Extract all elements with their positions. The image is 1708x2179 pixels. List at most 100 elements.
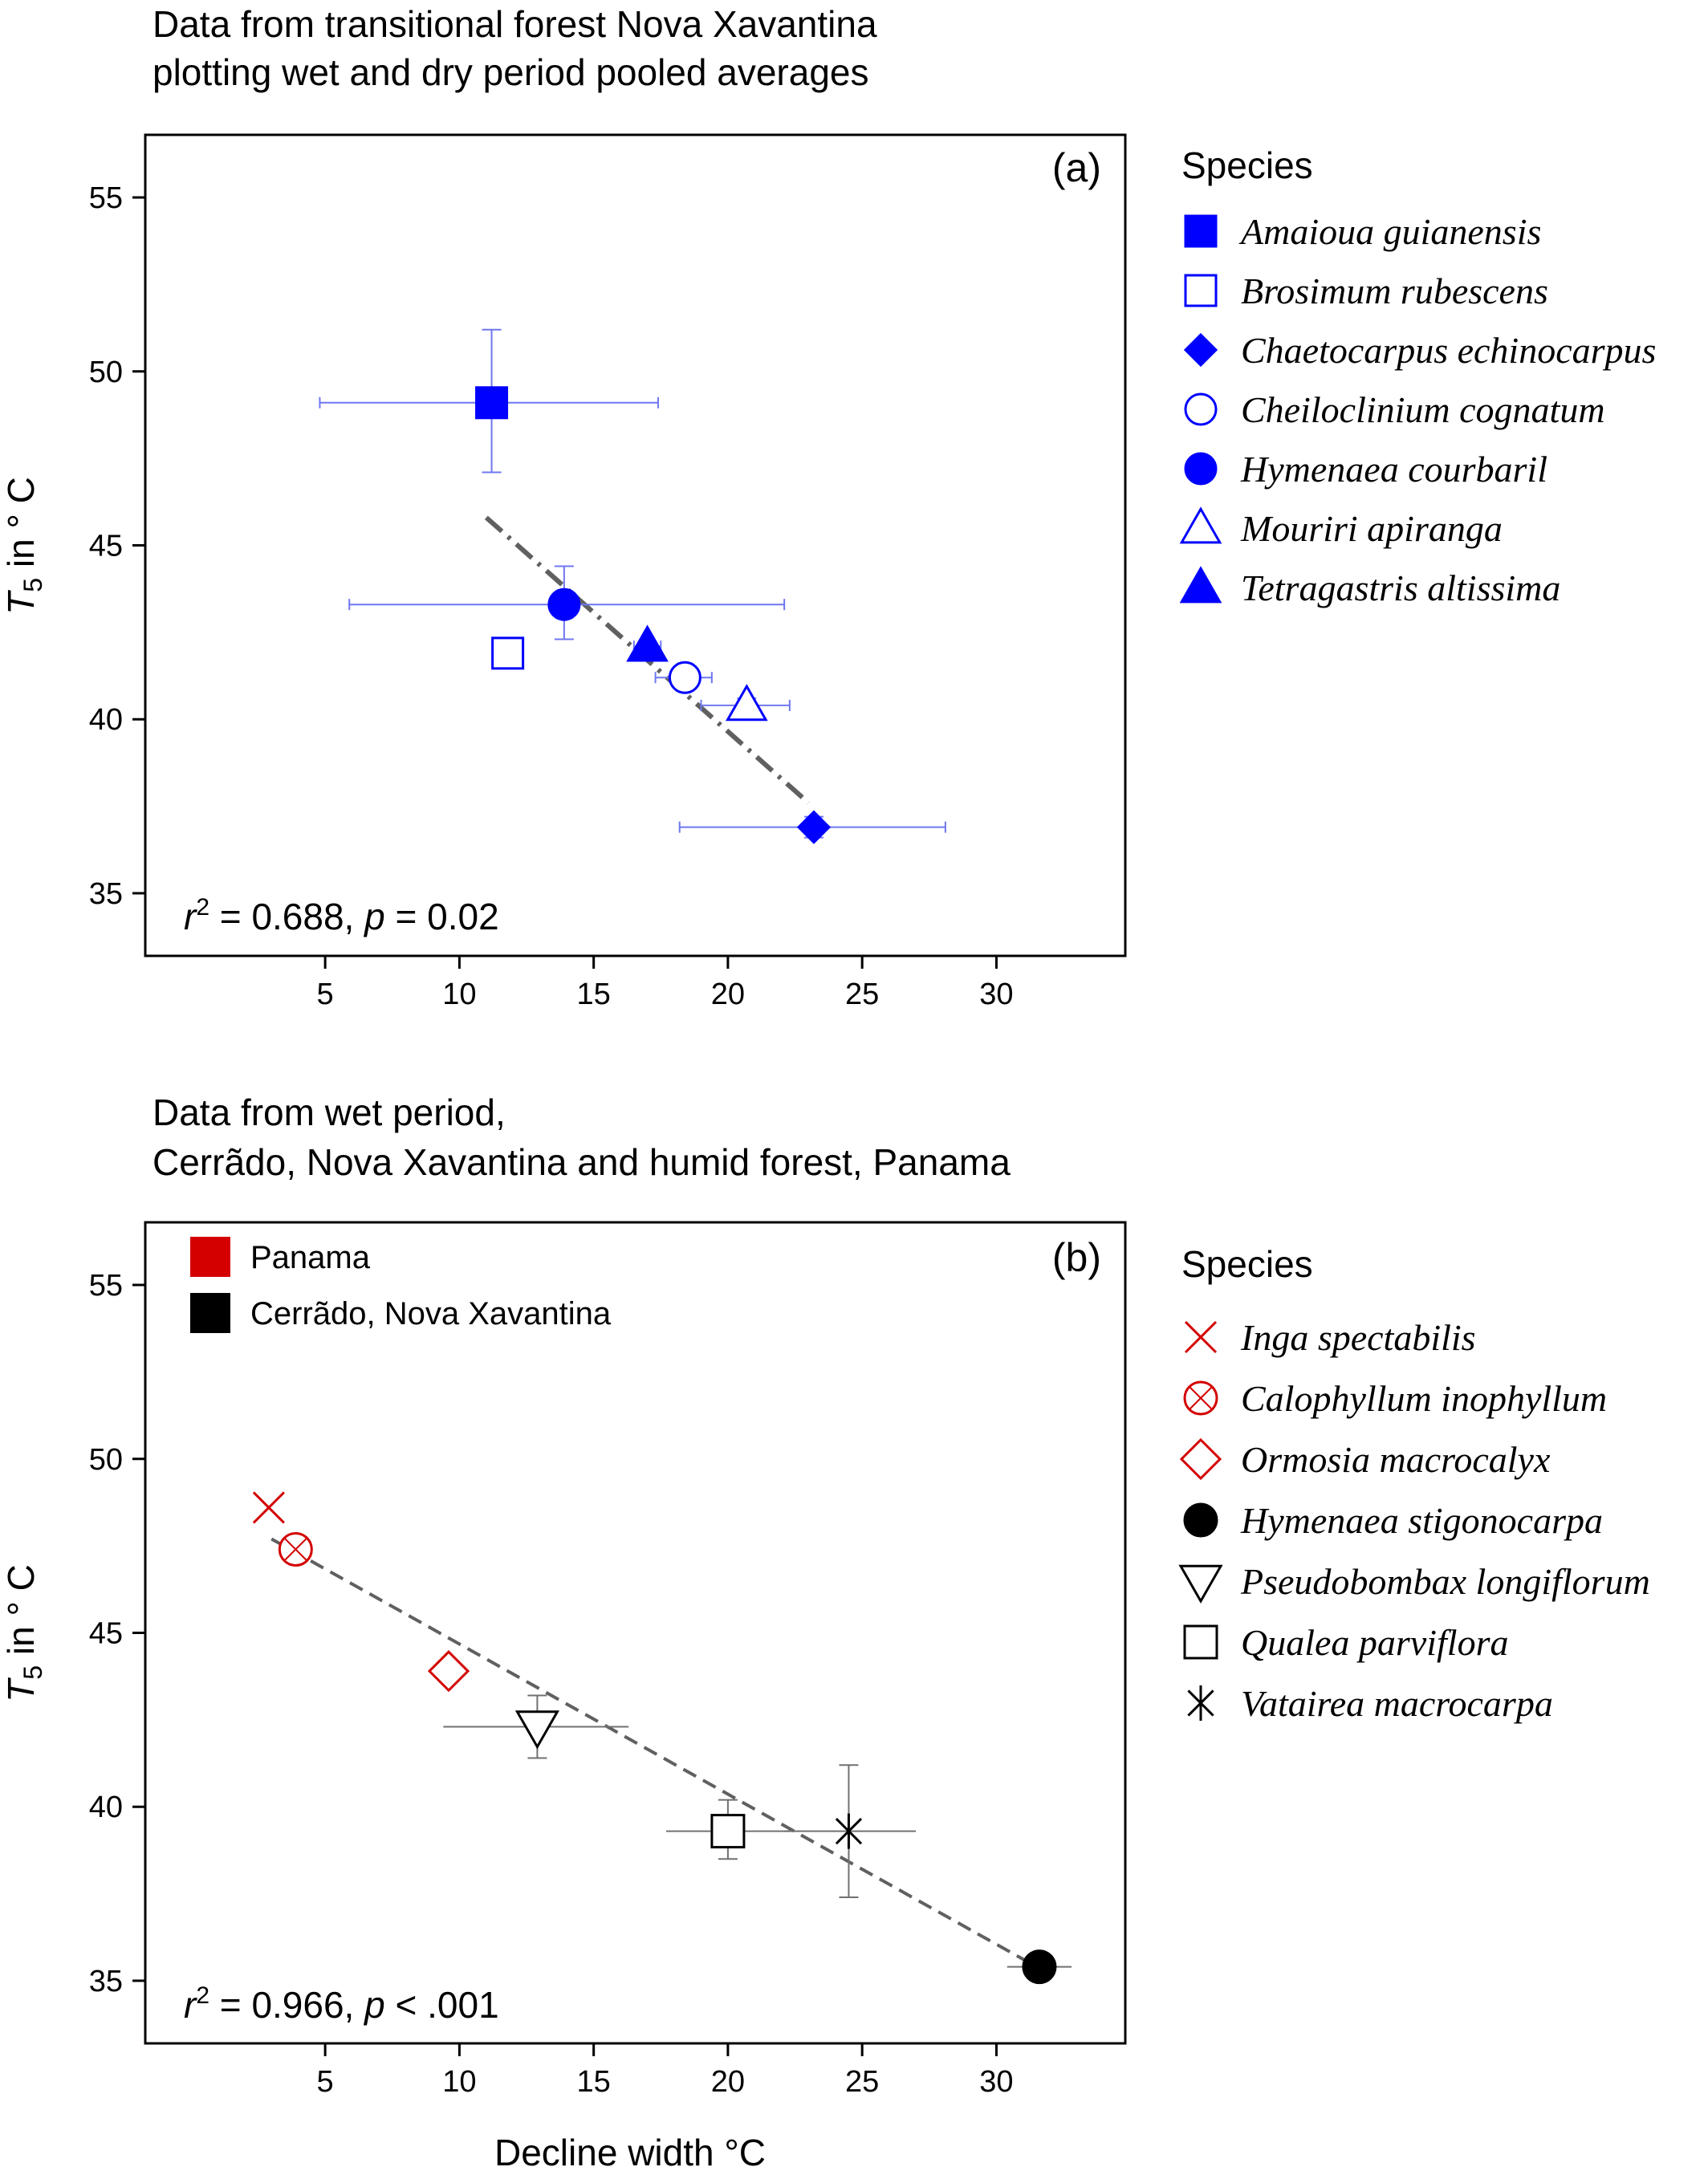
y-tick-label: 35 xyxy=(89,1965,123,1998)
marker-shape xyxy=(1189,1386,1213,1410)
x-axis-label: Decline width °C xyxy=(494,2132,766,2173)
data-point-pseudobombax-longiflorum xyxy=(443,1694,629,1759)
marker-shape xyxy=(796,810,832,844)
legend-item-hymenaea-stigonocarpa: Hymenaea stigonocarpa xyxy=(1183,1500,1603,1541)
legend-item-brosimum-rubescens: Brosimum rubescens xyxy=(1184,270,1548,311)
legend-item-chaetocarpus-echinocarpus: Chaetocarpus echinocarpus xyxy=(1183,330,1656,371)
marker-shape xyxy=(491,636,525,670)
marker-shape xyxy=(835,1813,863,1849)
legend-label: Tetragastris altissima xyxy=(1241,567,1560,608)
y-tick-label: 50 xyxy=(89,356,123,389)
data-point-chaetocarpus-echinocarpus xyxy=(678,810,946,844)
x-tick-label: 15 xyxy=(577,978,611,1011)
marker-shape xyxy=(283,1537,308,1562)
marker-shape xyxy=(1187,1685,1214,1721)
legend-item-qualea-parviflora: Qualea parviflora xyxy=(1183,1622,1508,1663)
legend-label: Hymenaea courbaril xyxy=(1240,449,1547,490)
site-label-panama: Panama xyxy=(250,1240,371,1275)
legend-item-cheiloclinium-cognatum: Cheiloclinium cognatum xyxy=(1184,389,1605,430)
y-tick-label: 35 xyxy=(89,877,123,911)
legend-b-heading: Species xyxy=(1181,1243,1313,1285)
panel-b-frame xyxy=(144,1221,1127,2045)
panel-b-species-legend: Species Inga spectabilis Calophyllum inop… xyxy=(1178,1243,1650,1724)
x-tick-label: 20 xyxy=(711,978,745,1011)
marker-shape xyxy=(1179,566,1222,604)
data-point-mouriri-apiranga xyxy=(700,684,791,722)
legend-item-tetragastris-altissima: Tetragastris altissima xyxy=(1179,566,1560,608)
site-label-cerrado: Cerrãdo, Nova Xavantina xyxy=(250,1296,612,1331)
marker-shape xyxy=(626,624,669,662)
r-squared-sup: 2 xyxy=(196,894,209,921)
stat-mid: = 0.966, xyxy=(209,1984,364,2026)
data-point-qualea-parviflora xyxy=(665,1799,790,1860)
panel-a-title-line-1: Data from transitional forest Nova Xavan… xyxy=(152,3,877,45)
y-subscript: 5 xyxy=(18,1665,47,1680)
panel-a-frame xyxy=(144,133,1127,957)
y-rest: in ° C xyxy=(0,1564,42,1665)
panel-a-stat-text: r2 = 0.688, p = 0.02 xyxy=(184,894,499,937)
marker-shape xyxy=(725,684,768,722)
x-tick-label: 15 xyxy=(577,2065,611,2099)
legend-label: Amaioua guianensis xyxy=(1238,211,1541,252)
legend-label: Cheiloclinium cognatum xyxy=(1241,389,1605,430)
y-tick-label: 40 xyxy=(89,703,123,737)
marker-shape xyxy=(1179,1437,1222,1481)
regression-line xyxy=(270,1537,1038,1969)
r-squared-sup: 2 xyxy=(196,1982,209,2009)
marker-shape xyxy=(252,1491,285,1524)
legend-item-amaioua-guianensis: Amaioua guianensis xyxy=(1184,211,1541,252)
site-swatch-cerrado xyxy=(190,1293,230,1333)
data-point-amaioua-guianensis xyxy=(319,328,659,474)
p-symbol: p xyxy=(363,1984,385,2026)
marker-shape xyxy=(668,661,702,694)
r-symbol: r xyxy=(184,1984,197,2026)
marker-shape xyxy=(1184,1320,1218,1354)
x-tick-label: 20 xyxy=(711,2065,745,2099)
legend-label: Hymenaea stigonocarpa xyxy=(1240,1500,1603,1541)
panel-b-y-axis-label: T5 in ° C xyxy=(0,1564,47,1702)
marker-shape xyxy=(1183,1502,1218,1538)
data-point-brosimum-rubescens xyxy=(491,636,525,670)
marker-shape xyxy=(1184,452,1218,486)
legend-a-heading: Species xyxy=(1181,144,1313,186)
marker-shape xyxy=(1179,506,1222,544)
panel-a-label: (a) xyxy=(1052,145,1101,190)
legend-label: Chaetocarpus echinocarpus xyxy=(1241,330,1656,371)
x-tick-label: 5 xyxy=(317,2065,334,2099)
legend-item-mouriri-apiranga: Mouriri apiranga xyxy=(1179,506,1503,549)
r-symbol: r xyxy=(184,896,197,937)
site-swatch-panama xyxy=(190,1237,230,1277)
y-rest: in ° C xyxy=(0,477,42,578)
x-tick-label: 30 xyxy=(979,978,1013,1011)
stat-end: = 0.02 xyxy=(385,896,499,937)
y-symbol: T xyxy=(0,590,42,615)
x-tick-label: 30 xyxy=(979,2065,1013,2099)
legend-label: Brosimum rubescens xyxy=(1241,270,1548,311)
y-tick-label: 45 xyxy=(89,530,123,563)
x-tick-label: 25 xyxy=(845,2065,879,2099)
stat-end: < .001 xyxy=(385,1984,499,2026)
y-tick-label: 55 xyxy=(89,1269,123,1303)
legend-item-inga-spectabilis: Inga spectabilis xyxy=(1184,1317,1476,1358)
legend-label: Ormosia macrocalyx xyxy=(1241,1439,1551,1480)
panel-a-species-legend: Species Amaioua guianensis Brosimum rubes… xyxy=(1179,144,1656,608)
data-point-cheiloclinium-cognatum xyxy=(654,661,713,694)
data-point-hymenaea-courbaril xyxy=(348,565,786,640)
data-point-tetragastris-altissima xyxy=(626,624,669,662)
data-point-hymenaea-stigonocarpa xyxy=(1007,1949,1072,1985)
y-symbol: T xyxy=(0,1677,42,1702)
panel-b-title-line-2: Cerrãdo, Nova Xavantina and humid forest… xyxy=(152,1141,1011,1183)
legend-label: Mouriri apiranga xyxy=(1240,508,1503,549)
marker-shape xyxy=(1022,1949,1057,1985)
marker-shape xyxy=(427,1650,470,1693)
panel-b-data-points xyxy=(252,1491,1072,1985)
panel-b-title-line-1: Data from wet period, xyxy=(152,1092,506,1133)
y-tick-label: 55 xyxy=(89,181,123,215)
marker-shape xyxy=(475,386,509,420)
x-tick-label: 10 xyxy=(442,2065,476,2099)
marker-shape xyxy=(1184,274,1218,307)
legend-label: Vatairea macrocarpa xyxy=(1241,1683,1553,1724)
panel-a-y-axis-label: T5 in ° C xyxy=(0,477,47,615)
